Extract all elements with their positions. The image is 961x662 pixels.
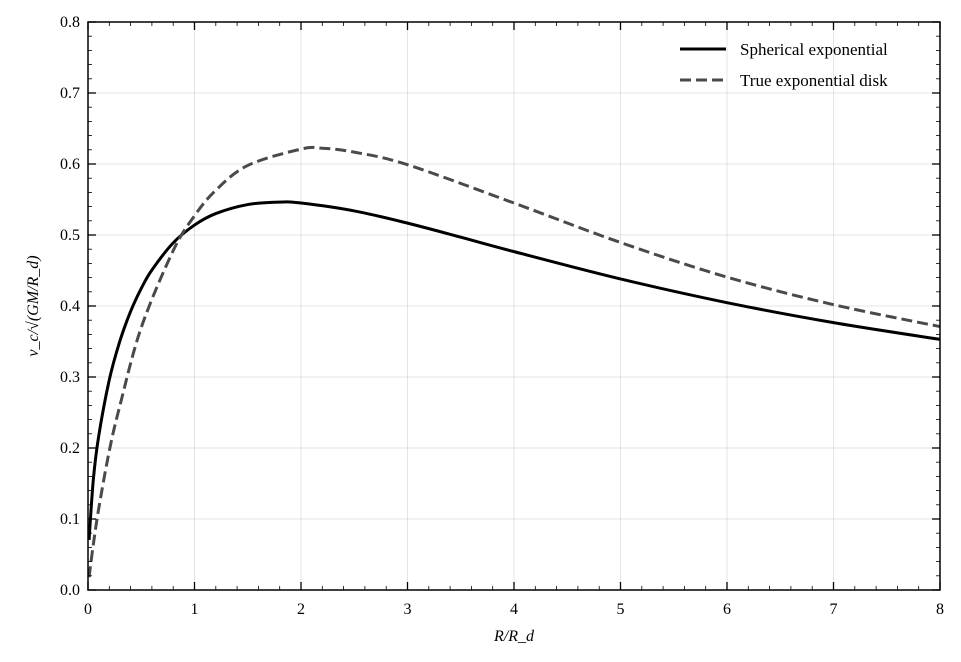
x-tick-label: 7 [830,601,838,618]
y-tick-label: 0.2 [60,440,80,457]
legend-label: True exponential disk [740,71,888,90]
y-tick-label: 0.5 [60,227,80,244]
series-line-1 [87,145,941,578]
y-tick-label: 0.8 [60,14,80,31]
x-tick-label: 8 [936,601,944,618]
y-tick-label: 0.4 [60,298,80,315]
x-tick-label: 4 [510,601,518,618]
y-tick-label: 0.3 [60,369,80,386]
x-tick-label: 5 [617,601,625,618]
legend: Spherical exponential True exponential di… [680,40,888,90]
series-line-0 [87,200,941,541]
legend-label: Spherical exponential [740,40,888,59]
x-tick-label: 1 [191,601,199,618]
tick-labels: 0 1 2 3 4 5 6 7 8 0.0 0.1 0.2 0.3 0.4 0.5 0.6 0.7 0.8 [60,14,944,618]
grid [88,22,940,590]
x-tick-label: 3 [404,601,412,618]
series-lines [87,145,941,578]
y-tick-label: 0.1 [60,511,80,528]
y-tick-label: 0.7 [60,85,80,102]
x-tick-label: 2 [297,601,305,618]
y-axis-label: v_c/√(GM/R_d) [25,255,42,356]
x-tick-label: 6 [723,601,731,618]
x-tick-label: 0 [84,601,92,618]
y-tick-label: 0.6 [60,156,80,173]
ticks [87,21,941,591]
y-tick-label: 0.0 [60,582,80,599]
x-axis-label: R/R_d [493,628,535,645]
